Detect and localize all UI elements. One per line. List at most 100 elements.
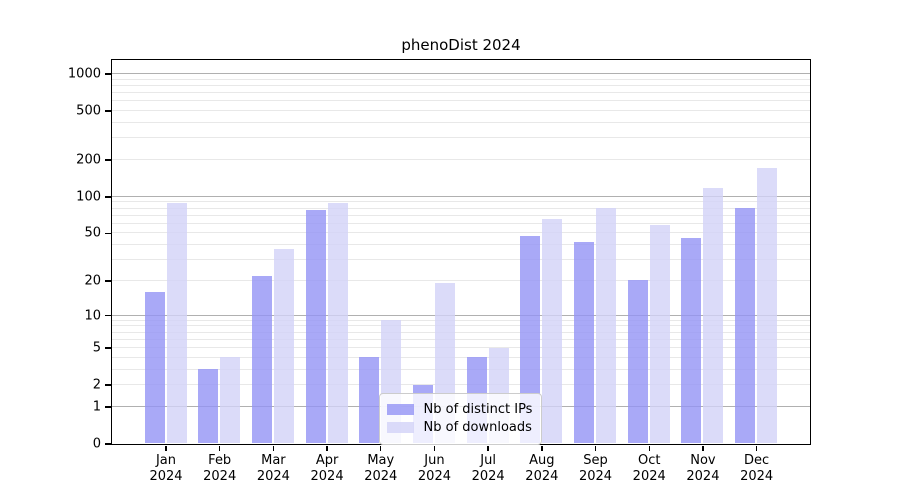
x-tick-label: Jun 2024 [417,453,451,484]
x-tick-mark [326,445,328,451]
x-tick-label: Jul 2024 [471,453,505,484]
x-tick-label: Sep 2024 [578,453,613,484]
x-tick-label: Oct 2024 [632,453,666,484]
y-tick-mark [105,73,111,75]
x-tick-mark [272,445,275,451]
x-tick-mark [702,445,704,451]
legend-swatch-distinct-ips [386,403,414,415]
bar-downloads-jan [166,203,187,444]
y-tick-label: 200 [76,152,101,168]
legend-item-downloads: Nb of downloads [386,419,533,435]
minor-gridline [111,259,810,261]
major-gridline [111,314,810,316]
y-tick-label: 1000 [67,66,101,82]
minor-gridline [111,331,810,333]
legend-label-downloads: Nb of downloads [423,419,532,435]
x-tick-label: Jan 2024 [149,453,183,484]
minor-gridline [111,207,810,209]
bar-distinct-ips-oct [627,280,648,444]
minor-gridline [111,201,810,203]
x-tick-mark [594,445,597,451]
y-tick-mark [105,443,111,445]
y-tick-label: 1 [92,399,101,415]
minor-gridline [111,222,810,224]
legend-item-distinct-ips: Nb of distinct IPs [386,401,533,417]
y-tick-label: 2 [92,377,101,393]
minor-gridline [111,159,810,160]
bar-downloads-oct [649,225,670,444]
x-tick-label: Nov 2024 [686,453,720,484]
x-tick-label: May 2024 [364,453,398,484]
bar-downloads-apr [327,203,348,444]
bar-downloads-sep [596,208,617,444]
y-tick-label: 500 [76,103,101,119]
x-tick-mark [755,445,758,451]
bar-distinct-ips-apr [305,210,326,444]
bar-downloads-dec [757,168,778,444]
minor-gridline [111,279,810,281]
minor-gridline [111,110,810,112]
minor-gridline [111,232,810,234]
y-tick-label: 5 [92,340,101,356]
y-tick-mark [105,159,111,161]
bar-distinct-ips-feb [198,369,219,444]
bar-distinct-ips-dec [735,208,756,444]
legend-swatch-downloads [386,421,414,433]
bar-distinct-ips-sep [574,242,595,444]
minor-gridline [111,100,810,102]
x-tick-mark [648,445,650,451]
x-tick-mark [380,445,382,451]
minor-gridline [111,78,810,80]
bar-downloads-mar [273,248,294,444]
minor-gridline [111,368,810,370]
minor-gridline [111,122,810,124]
minor-gridline [111,214,810,216]
y-tick-mark [105,384,111,386]
minor-gridline [111,384,810,386]
bar-downloads-feb [220,357,241,444]
bar-distinct-ips-may [359,357,380,444]
minor-gridline [111,325,810,327]
y-tick-mark [105,347,111,349]
minor-gridline [111,347,810,349]
y-tick-mark [105,314,111,317]
x-tick-label: Aug 2024 [525,453,559,484]
minor-gridline [111,137,810,139]
bar-distinct-ips-nov [681,238,702,444]
y-tick-label: 50 [84,225,101,241]
y-tick-mark [105,110,111,112]
major-gridline [111,195,810,197]
y-tick-label: 10 [84,308,101,324]
minor-gridline [111,244,810,246]
minor-gridline [111,319,810,321]
y-tick-mark [105,406,111,408]
x-tick-mark [218,445,221,451]
x-tick-mark [487,445,489,451]
legend: Nb of distinct IPs Nb of downloads [378,392,542,445]
x-tick-mark [433,445,436,451]
x-tick-mark [541,445,543,451]
x-tick-mark [165,445,167,451]
bar-downloads-nov [703,187,724,444]
y-tick-label: 100 [76,189,101,205]
legend-label-distinct-ips: Nb of distinct IPs [423,401,533,417]
y-tick-mark [105,196,111,198]
major-gridline [111,73,810,75]
plot-area: Nb of distinct IPs Nb of downloads [110,58,811,445]
bar-distinct-ips-jan [144,291,165,444]
minor-gridline [111,338,810,340]
y-tick-label: 20 [84,273,101,289]
x-tick-label: Mar 2024 [256,453,290,484]
x-tick-label: Apr 2024 [310,453,344,484]
bar-distinct-ips-mar [251,275,272,444]
x-tick-label: Dec 2024 [740,453,774,484]
x-tick-label: Feb 2024 [203,453,237,484]
y-tick-label: 0 [92,436,101,452]
chart-title: phenoDist 2024 [401,36,521,54]
bar-distinct-ips-aug [520,236,541,444]
minor-gridline [111,84,810,86]
y-tick-mark [105,232,111,235]
minor-gridline [111,92,810,94]
bar-downloads-aug [542,219,563,444]
